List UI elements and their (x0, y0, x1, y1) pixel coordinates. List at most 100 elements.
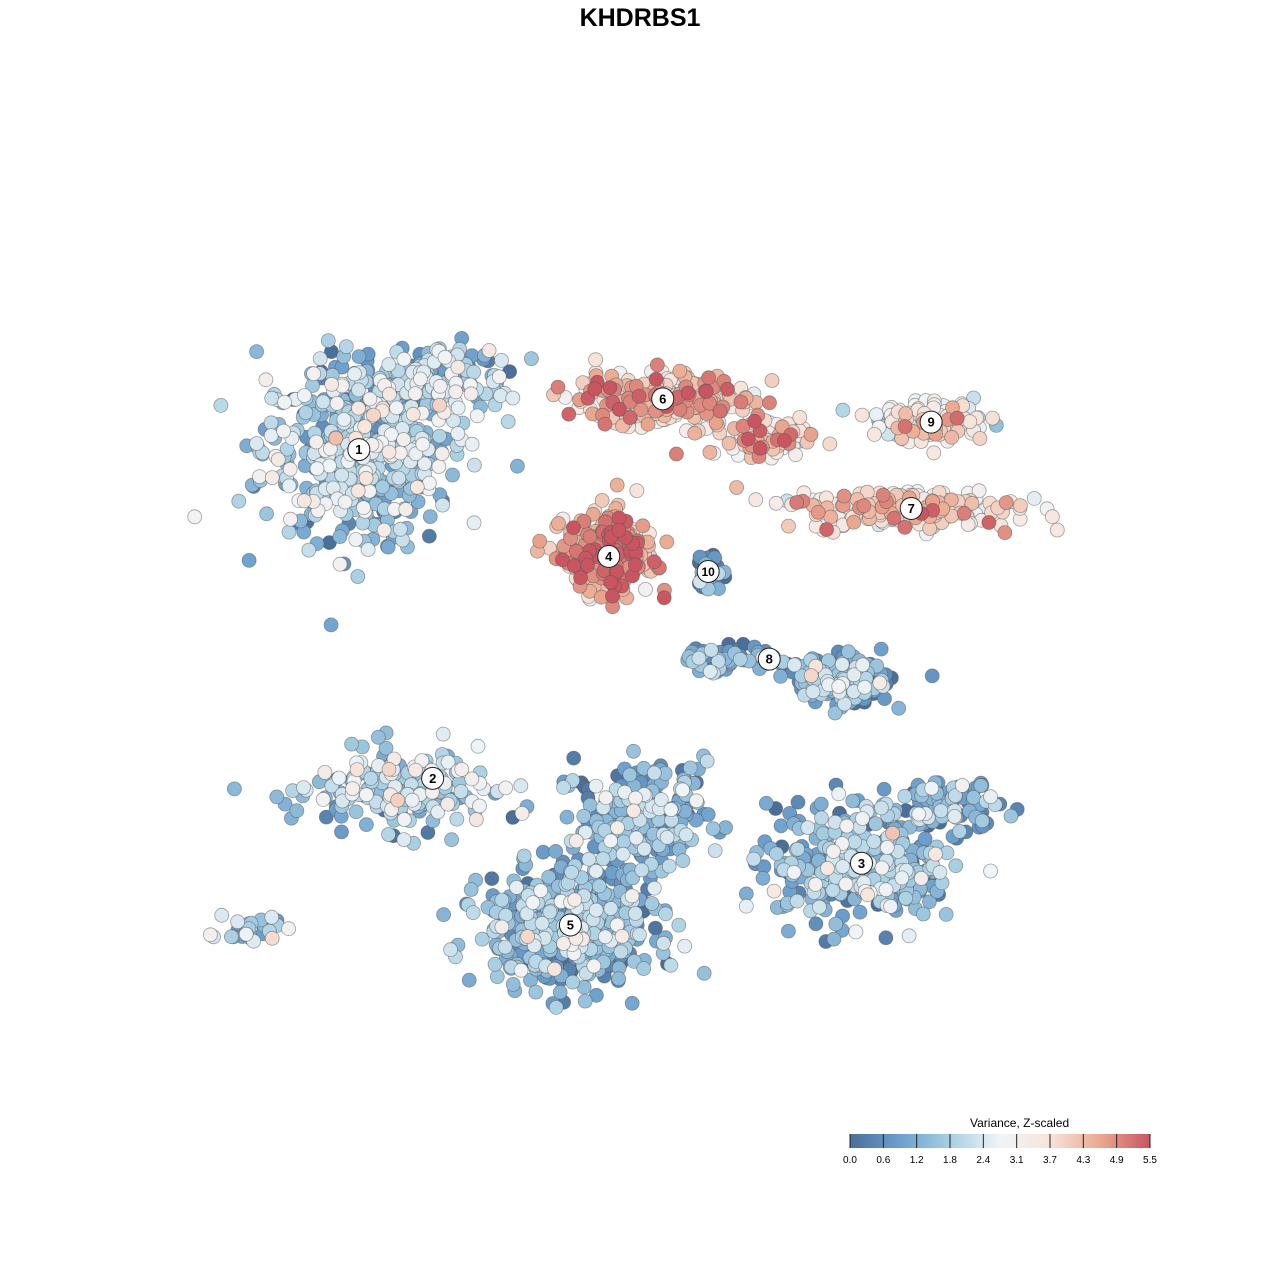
data-point (281, 921, 297, 937)
data-point (648, 371, 664, 387)
data-point (738, 898, 754, 914)
data-point (381, 386, 397, 402)
data-point (611, 971, 627, 987)
data-point (632, 927, 647, 943)
data-point (357, 419, 373, 435)
data-point (653, 792, 669, 807)
data-point (432, 428, 447, 444)
data-point (498, 780, 514, 796)
data-point (981, 515, 997, 530)
data-point (897, 419, 913, 434)
data-point (264, 390, 280, 406)
data-point (370, 729, 386, 745)
data-point (789, 893, 805, 909)
cluster-label-9: 9 (919, 410, 943, 434)
data-point (351, 400, 366, 416)
data-point (769, 846, 784, 862)
data-point (831, 679, 847, 694)
data-point (848, 924, 864, 940)
data-point (269, 789, 285, 805)
data-point (636, 961, 652, 976)
data-point (535, 844, 551, 860)
data-point (650, 357, 665, 373)
data-point (820, 861, 835, 876)
data-point (689, 793, 704, 809)
data-point (835, 402, 851, 418)
data-point (358, 470, 374, 486)
data-point (610, 820, 625, 836)
data-point (874, 860, 890, 876)
data-point (741, 431, 756, 447)
data-point (814, 810, 829, 826)
data-point (841, 644, 856, 660)
data-point (396, 812, 412, 827)
data-point (398, 502, 414, 517)
data-point (803, 668, 819, 683)
colorbar-tick-label: 4.3 (1076, 1155, 1090, 1166)
data-point (389, 400, 404, 416)
data-point (230, 914, 246, 930)
data-point (656, 590, 672, 606)
data-point (249, 344, 265, 360)
data-point (565, 974, 581, 990)
data-point (640, 416, 656, 432)
data-point (698, 384, 714, 399)
cluster-label-3: 3 (850, 851, 874, 875)
data-point (347, 366, 362, 382)
data-point (588, 902, 604, 918)
data-point (597, 929, 613, 945)
data-point (646, 765, 662, 781)
data-point (883, 899, 898, 914)
data-point (474, 931, 490, 947)
data-point (885, 825, 900, 841)
data-point (691, 650, 707, 666)
data-point (338, 339, 354, 355)
data-point (878, 930, 894, 946)
data-point (838, 876, 854, 892)
data-point (484, 871, 500, 886)
data-point (924, 668, 940, 684)
data-point (659, 830, 675, 845)
data-point (281, 524, 297, 540)
data-point (264, 930, 280, 946)
data-point (493, 388, 509, 404)
data-point (588, 352, 603, 368)
data-point (947, 788, 963, 803)
data-point (550, 379, 566, 395)
data-point (380, 539, 396, 555)
data-point (437, 349, 453, 365)
data-point (973, 778, 989, 793)
data-point (602, 380, 618, 396)
data-point (378, 740, 394, 756)
cluster-label-text: 9 (927, 415, 934, 430)
data-point (808, 916, 824, 932)
data-point (500, 414, 516, 430)
data-point (1026, 490, 1042, 506)
data-point (430, 804, 446, 820)
data-point (489, 969, 505, 984)
data-point (616, 834, 632, 850)
data-point (755, 870, 771, 886)
data-point (349, 762, 365, 777)
data-point (566, 750, 582, 766)
data-point (552, 984, 568, 1000)
data-point (866, 834, 882, 849)
data-point (875, 487, 891, 503)
data-point (412, 371, 428, 387)
data-point (470, 738, 486, 754)
data-point (556, 936, 571, 951)
data-point (566, 520, 581, 536)
data-point (564, 864, 579, 880)
data-point (396, 351, 412, 367)
data-point (852, 904, 868, 920)
cluster-label-text: 5 (567, 917, 574, 932)
data-point (805, 684, 821, 700)
colorbar-tick-label: 3.1 (1010, 1155, 1024, 1166)
data-point (573, 570, 588, 586)
data-point (803, 427, 819, 442)
data-point (944, 429, 960, 445)
data-point (510, 458, 525, 474)
cluster-label-text: 10 (701, 565, 715, 579)
data-point (595, 851, 611, 867)
data-point (312, 351, 328, 367)
